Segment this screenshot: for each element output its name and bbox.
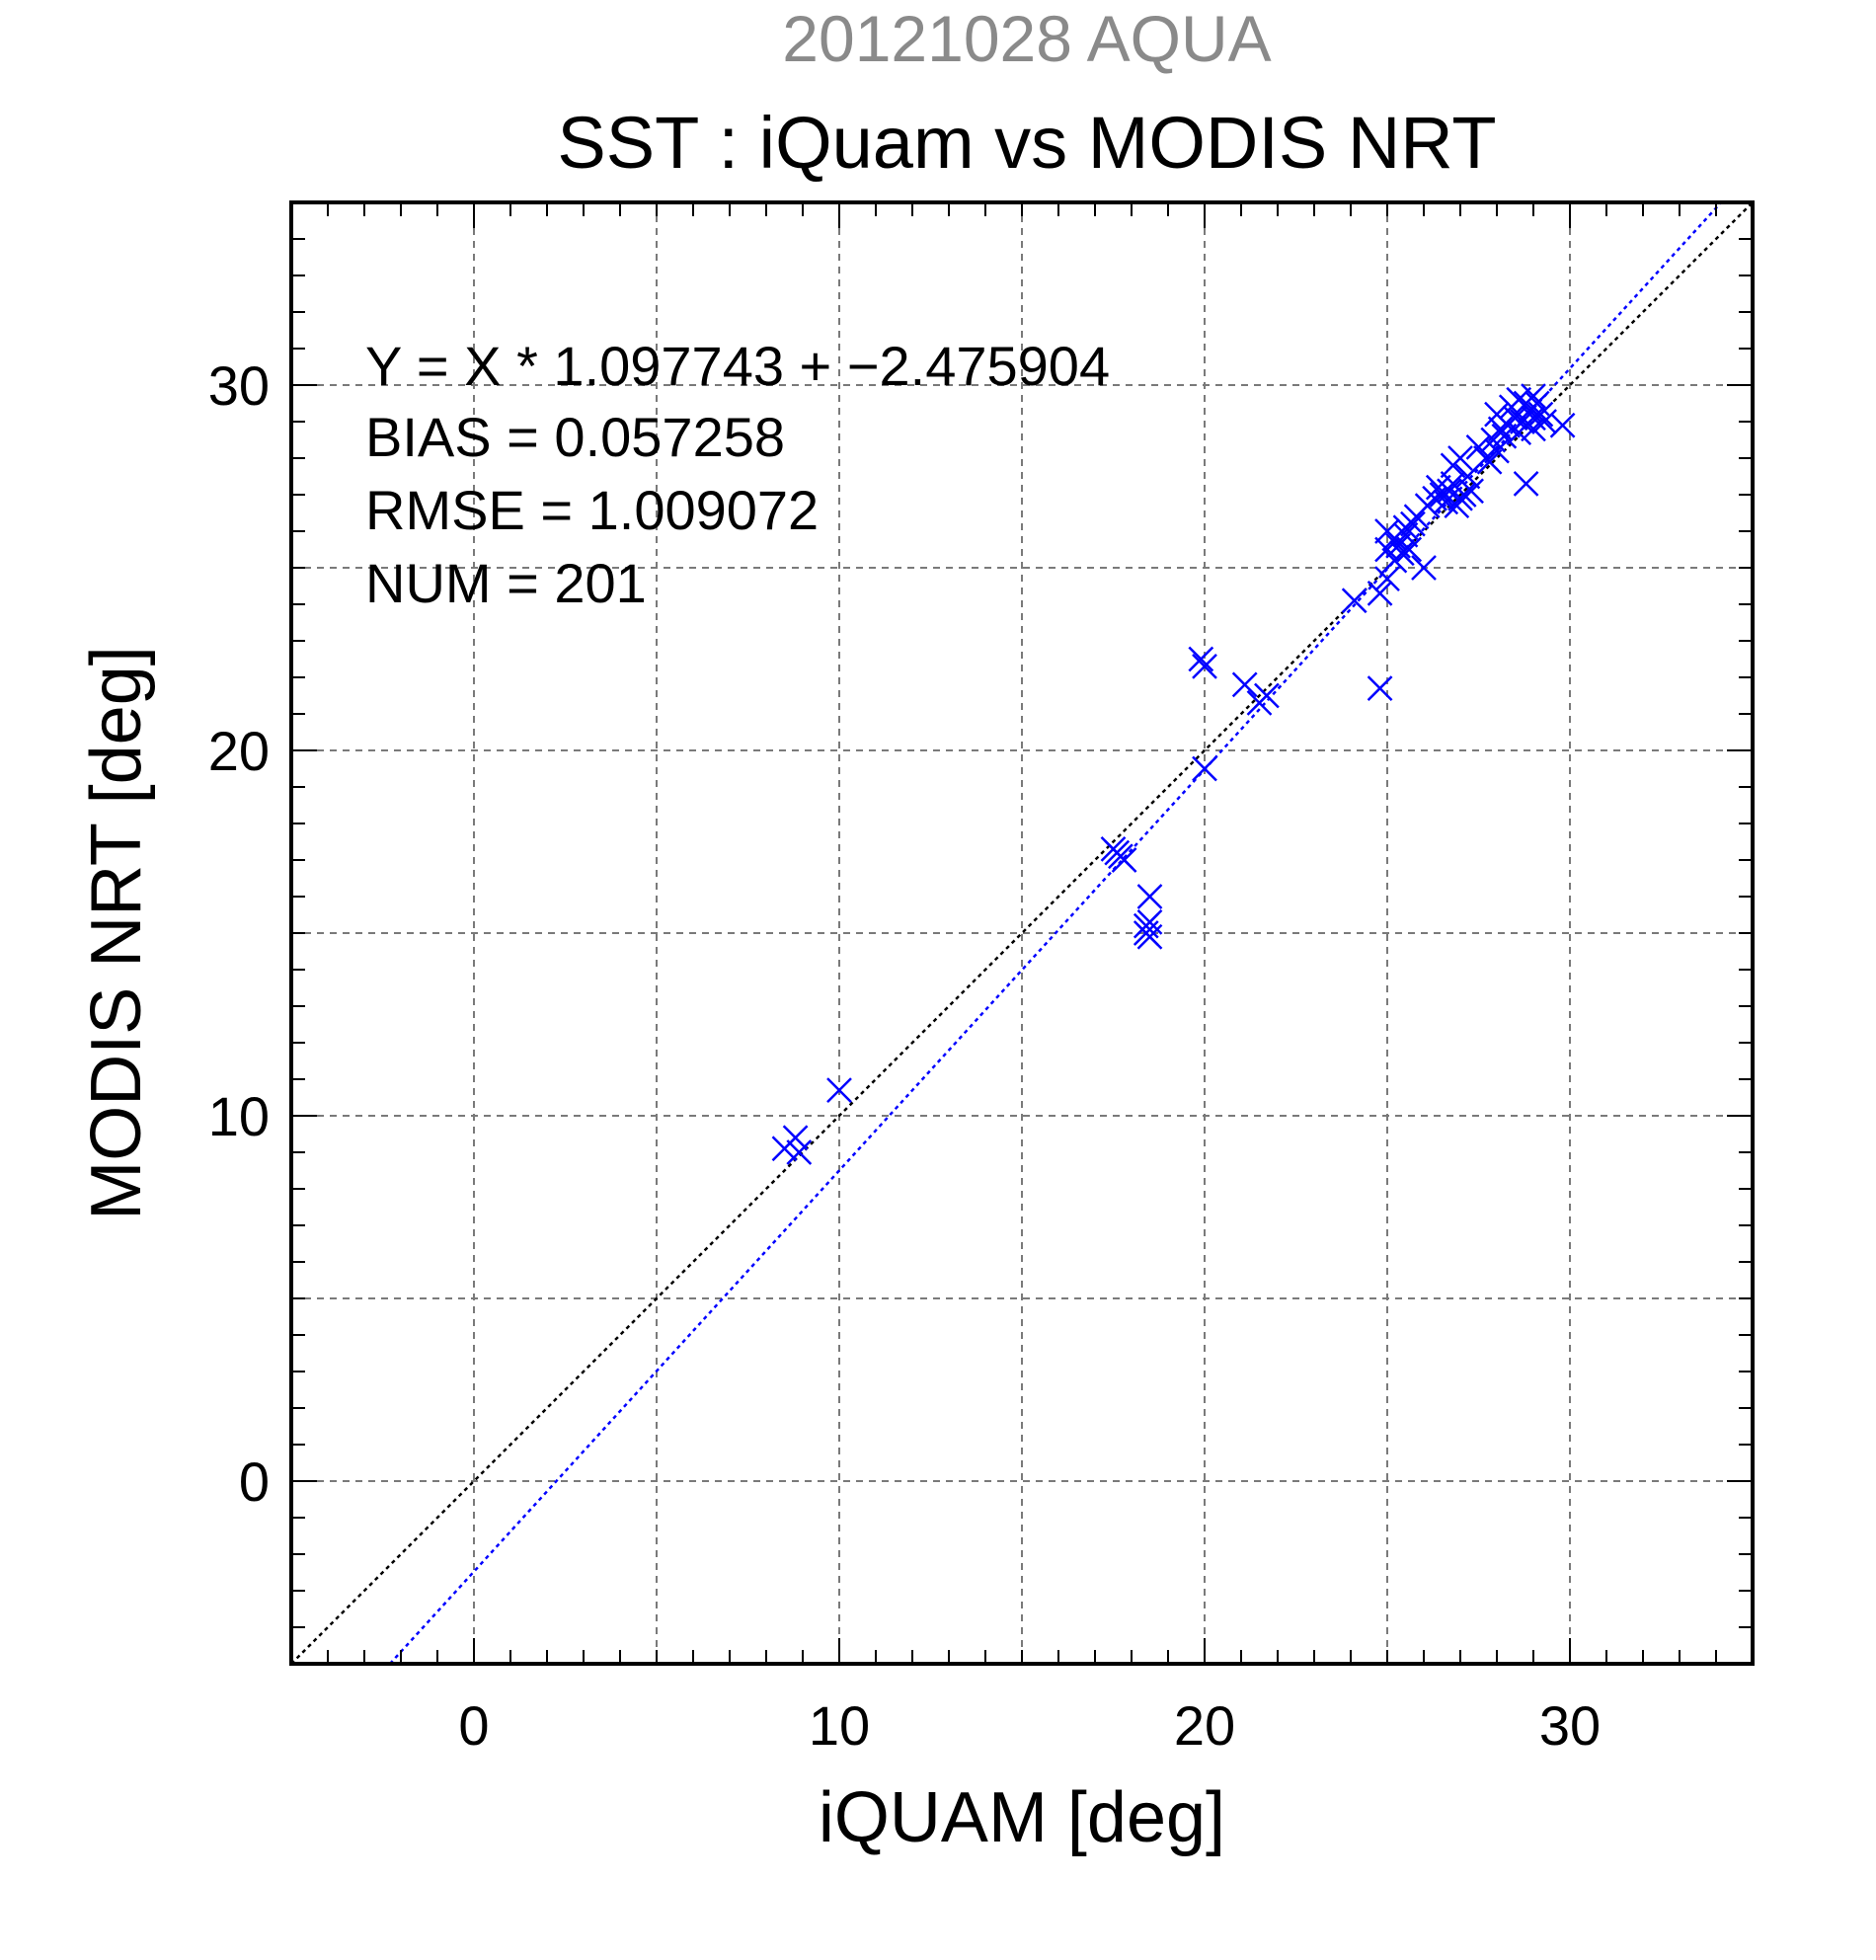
data-point [1367,675,1393,701]
data-point-stroke [1192,654,1217,679]
y-axis-label: MODIS NRT [deg] [77,646,156,1220]
data-point-stroke [1458,478,1484,505]
data-point-stroke [1521,416,1546,442]
data-point [1521,416,1546,442]
data-point-stroke [1527,401,1554,428]
fit-line [388,201,1723,1665]
data-point [1527,401,1554,428]
data-point [1374,566,1400,591]
data-point-stroke [1341,588,1368,614]
stats-equation: Y = X * 1.097743 + −2.475904 [365,335,1110,397]
x-tick-label: 30 [1539,1694,1601,1757]
data-point-stroke [1367,581,1393,606]
y-tick-label: 10 [208,1085,270,1147]
data-point [1484,437,1510,464]
data-point-stroke [1502,405,1528,431]
data-point [1549,412,1576,438]
data-point-stroke [1367,675,1393,701]
data-point [1136,884,1163,909]
data-point [782,1125,809,1151]
identity-line [290,201,1754,1665]
data-point-stroke [1374,566,1400,591]
data-point [1411,555,1437,581]
x-tick-label: 10 [809,1694,870,1757]
chart-supertitle: 20121028 AQUA [782,2,1271,75]
data-point-stroke [1476,448,1503,475]
data-points [771,383,1576,1165]
data-point-stroke [1396,536,1423,563]
y-tick-label: 0 [239,1450,270,1513]
data-point-stroke [1188,646,1214,672]
data-point-stroke [1192,755,1217,782]
data-point-stroke [1400,510,1426,537]
y-tick-label: 30 [208,354,270,417]
data-point-stroke [1254,682,1280,709]
data-point-stroke [1392,521,1419,548]
data-point [1437,478,1462,505]
data-point [1396,536,1423,563]
plot-frame [289,200,1755,1666]
x-tick-label: 0 [458,1694,489,1757]
data-point-stroke [826,1077,852,1103]
data-point [1458,478,1484,505]
data-point [1254,682,1280,709]
data-point-stroke [1104,839,1131,866]
data-point-stroke [1484,437,1510,464]
data-point-stroke [1440,452,1466,479]
data-point [1136,923,1163,950]
x-tick-label: 20 [1174,1694,1235,1757]
data-point-stroke [1513,471,1539,497]
data-point-stroke [786,1139,813,1165]
data-point-stroke [1524,390,1550,417]
data-point [1341,588,1368,614]
stats-bias: BIAS = 0.057258 [365,406,785,468]
data-point-stroke [1136,884,1163,909]
data-point [786,1139,813,1165]
stats-rmse: RMSE = 1.009072 [365,479,819,541]
data-point-stroke [1133,912,1159,939]
data-point [1231,671,1258,698]
x-axis-label: iQUAM [deg] [819,1778,1225,1857]
data-point-stroke [1521,383,1546,409]
data-point-stroke [1521,405,1546,431]
data-point [1192,654,1217,679]
data-point-stroke [1425,474,1451,501]
data-point [1440,452,1466,479]
data-point-stroke [782,1125,809,1151]
data-point [1188,646,1214,672]
data-point-stroke [1231,671,1258,698]
data-point-stroke [1411,555,1437,581]
data-point [1476,448,1503,475]
axis-ticks [291,202,1753,1664]
data-point-stroke [1385,532,1411,559]
data-point-stroke [1549,412,1576,438]
stats-num: NUM = 201 [365,552,647,614]
data-point [1400,510,1426,537]
data-point [1392,521,1419,548]
chart-title: SST : iQuam vs MODIS NRT [557,102,1496,184]
data-point [1521,383,1546,409]
data-point-stroke [1388,540,1415,567]
y-tick-label: 20 [208,720,270,782]
data-point [1104,839,1131,866]
data-point [826,1077,852,1103]
data-point [1192,755,1217,782]
tick-labels: 0 10 20 30 0 10 20 30 [208,354,1601,1757]
data-point-stroke [1136,923,1163,950]
data-point [1367,581,1393,606]
data-point-stroke [1437,478,1462,505]
data-point [1513,471,1539,497]
reference-lines [290,201,1754,1665]
data-point-stroke [1450,482,1477,508]
